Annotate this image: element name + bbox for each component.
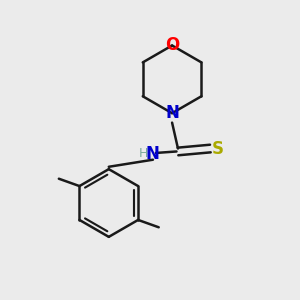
Text: H: H [139,147,148,160]
Text: O: O [165,37,179,55]
Text: S: S [212,140,224,158]
Text: N: N [165,104,179,122]
Text: N: N [145,146,159,164]
